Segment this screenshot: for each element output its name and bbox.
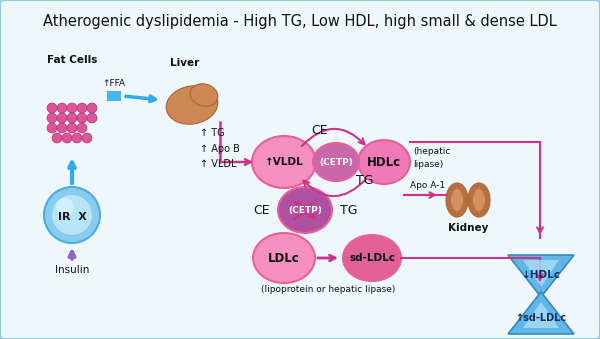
Circle shape bbox=[52, 195, 92, 235]
Ellipse shape bbox=[252, 136, 316, 188]
Text: Liver: Liver bbox=[170, 58, 200, 68]
Ellipse shape bbox=[166, 86, 218, 124]
Circle shape bbox=[72, 133, 82, 143]
Circle shape bbox=[67, 123, 77, 133]
Ellipse shape bbox=[343, 235, 401, 281]
Text: ↓HDLc: ↓HDLc bbox=[521, 270, 560, 280]
Text: (hepatic
lipase): (hepatic lipase) bbox=[413, 147, 451, 169]
Text: CE: CE bbox=[253, 203, 270, 217]
Text: CE: CE bbox=[311, 123, 328, 137]
Ellipse shape bbox=[190, 84, 218, 106]
Text: ↑ TG
↑ Apo B
↑ VLDL: ↑ TG ↑ Apo B ↑ VLDL bbox=[200, 128, 240, 169]
Text: Atherogenic dyslipidemia - High TG, Low HDL, high small & dense LDL: Atherogenic dyslipidemia - High TG, Low … bbox=[43, 14, 557, 29]
Circle shape bbox=[52, 133, 62, 143]
Ellipse shape bbox=[468, 183, 490, 217]
Circle shape bbox=[47, 103, 57, 113]
Polygon shape bbox=[523, 260, 559, 287]
Text: IR  X: IR X bbox=[58, 212, 86, 222]
Ellipse shape bbox=[313, 143, 359, 181]
Circle shape bbox=[77, 123, 87, 133]
Text: Fat Cells: Fat Cells bbox=[47, 55, 97, 65]
Circle shape bbox=[47, 123, 57, 133]
Text: sd-LDLc: sd-LDLc bbox=[349, 253, 395, 263]
Circle shape bbox=[67, 103, 77, 113]
Text: ↑VLDL: ↑VLDL bbox=[265, 157, 304, 167]
Polygon shape bbox=[523, 302, 559, 328]
Text: LDLc: LDLc bbox=[268, 252, 300, 264]
Circle shape bbox=[57, 113, 67, 123]
Text: (CETP): (CETP) bbox=[288, 205, 322, 215]
Ellipse shape bbox=[473, 189, 485, 211]
Text: (lipoprotein or hepatic lipase): (lipoprotein or hepatic lipase) bbox=[261, 285, 395, 294]
FancyBboxPatch shape bbox=[107, 91, 121, 101]
Ellipse shape bbox=[358, 140, 410, 184]
Text: TG: TG bbox=[340, 203, 358, 217]
Ellipse shape bbox=[253, 233, 315, 283]
Circle shape bbox=[56, 198, 74, 216]
Polygon shape bbox=[508, 255, 574, 297]
Text: Insulin: Insulin bbox=[55, 265, 89, 275]
Circle shape bbox=[44, 187, 100, 243]
Circle shape bbox=[57, 123, 67, 133]
Ellipse shape bbox=[446, 183, 468, 217]
Circle shape bbox=[82, 133, 92, 143]
Polygon shape bbox=[508, 292, 574, 334]
Text: TG: TG bbox=[356, 174, 373, 186]
Circle shape bbox=[47, 113, 57, 123]
Text: HDLc: HDLc bbox=[367, 156, 401, 168]
Circle shape bbox=[62, 133, 72, 143]
Circle shape bbox=[77, 103, 87, 113]
Text: Apo A-1: Apo A-1 bbox=[410, 181, 446, 190]
Text: (CETP): (CETP) bbox=[319, 158, 353, 166]
Circle shape bbox=[87, 103, 97, 113]
Ellipse shape bbox=[451, 189, 463, 211]
Circle shape bbox=[77, 113, 87, 123]
Circle shape bbox=[57, 103, 67, 113]
Circle shape bbox=[67, 113, 77, 123]
Text: ↑sd-LDLc: ↑sd-LDLc bbox=[515, 313, 566, 323]
Ellipse shape bbox=[278, 187, 332, 233]
Circle shape bbox=[87, 113, 97, 123]
Text: Kidney: Kidney bbox=[448, 223, 488, 233]
Text: ↑FFA: ↑FFA bbox=[103, 79, 125, 88]
